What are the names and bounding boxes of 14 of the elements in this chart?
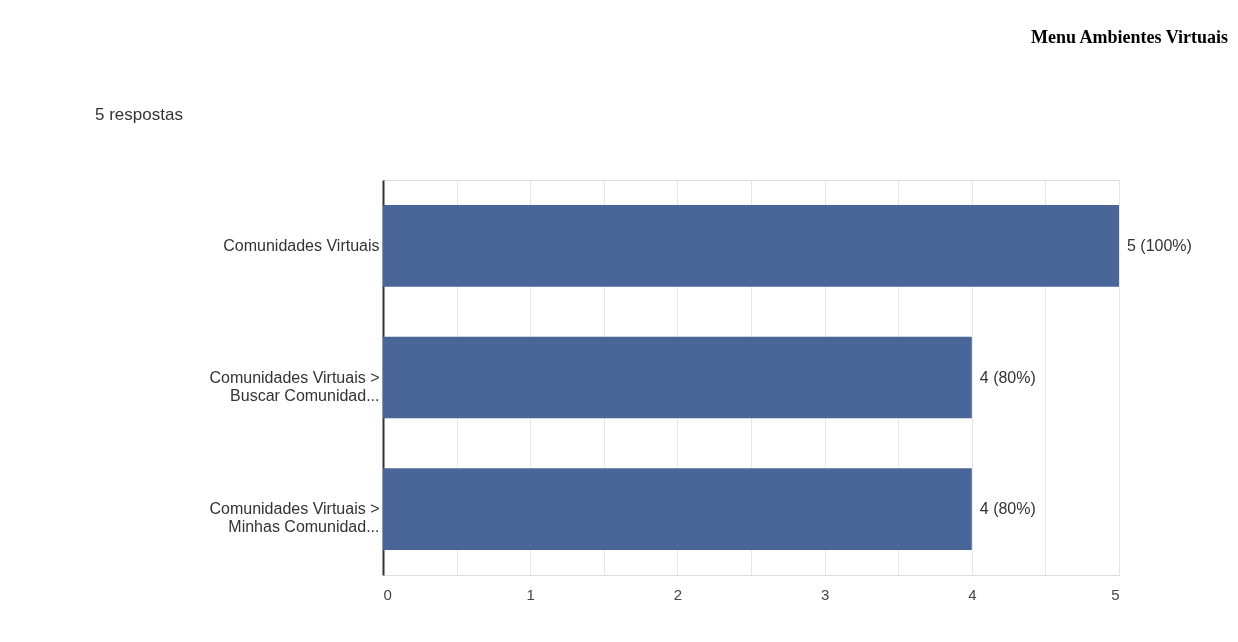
x-tick-label: 0 bbox=[383, 585, 392, 603]
x-tick-label: 3 bbox=[820, 585, 830, 603]
x-tick-label: 4 bbox=[968, 585, 977, 603]
x-tick-label: 5 bbox=[1111, 585, 1120, 603]
data-label: 4 (80%) bbox=[979, 368, 1036, 386]
chart-title: Menu Ambientes Virtuais bbox=[1030, 27, 1228, 47]
x-tick-label: 1 bbox=[526, 585, 535, 603]
y-tick-label: Comunidades Virtuais > Minhas Comunidad... bbox=[209, 500, 380, 536]
data-label: 4 (80%) bbox=[979, 500, 1036, 518]
y-tick-label: Comunidades Virtuais > Buscar Comunidad... bbox=[209, 368, 380, 404]
x-tick-label: 2 bbox=[673, 585, 683, 603]
data-label: 5 (100%) bbox=[1127, 236, 1192, 254]
y-tick-label: Comunidades Virtuais bbox=[223, 236, 380, 254]
text: 5 respostas bbox=[95, 105, 183, 124]
